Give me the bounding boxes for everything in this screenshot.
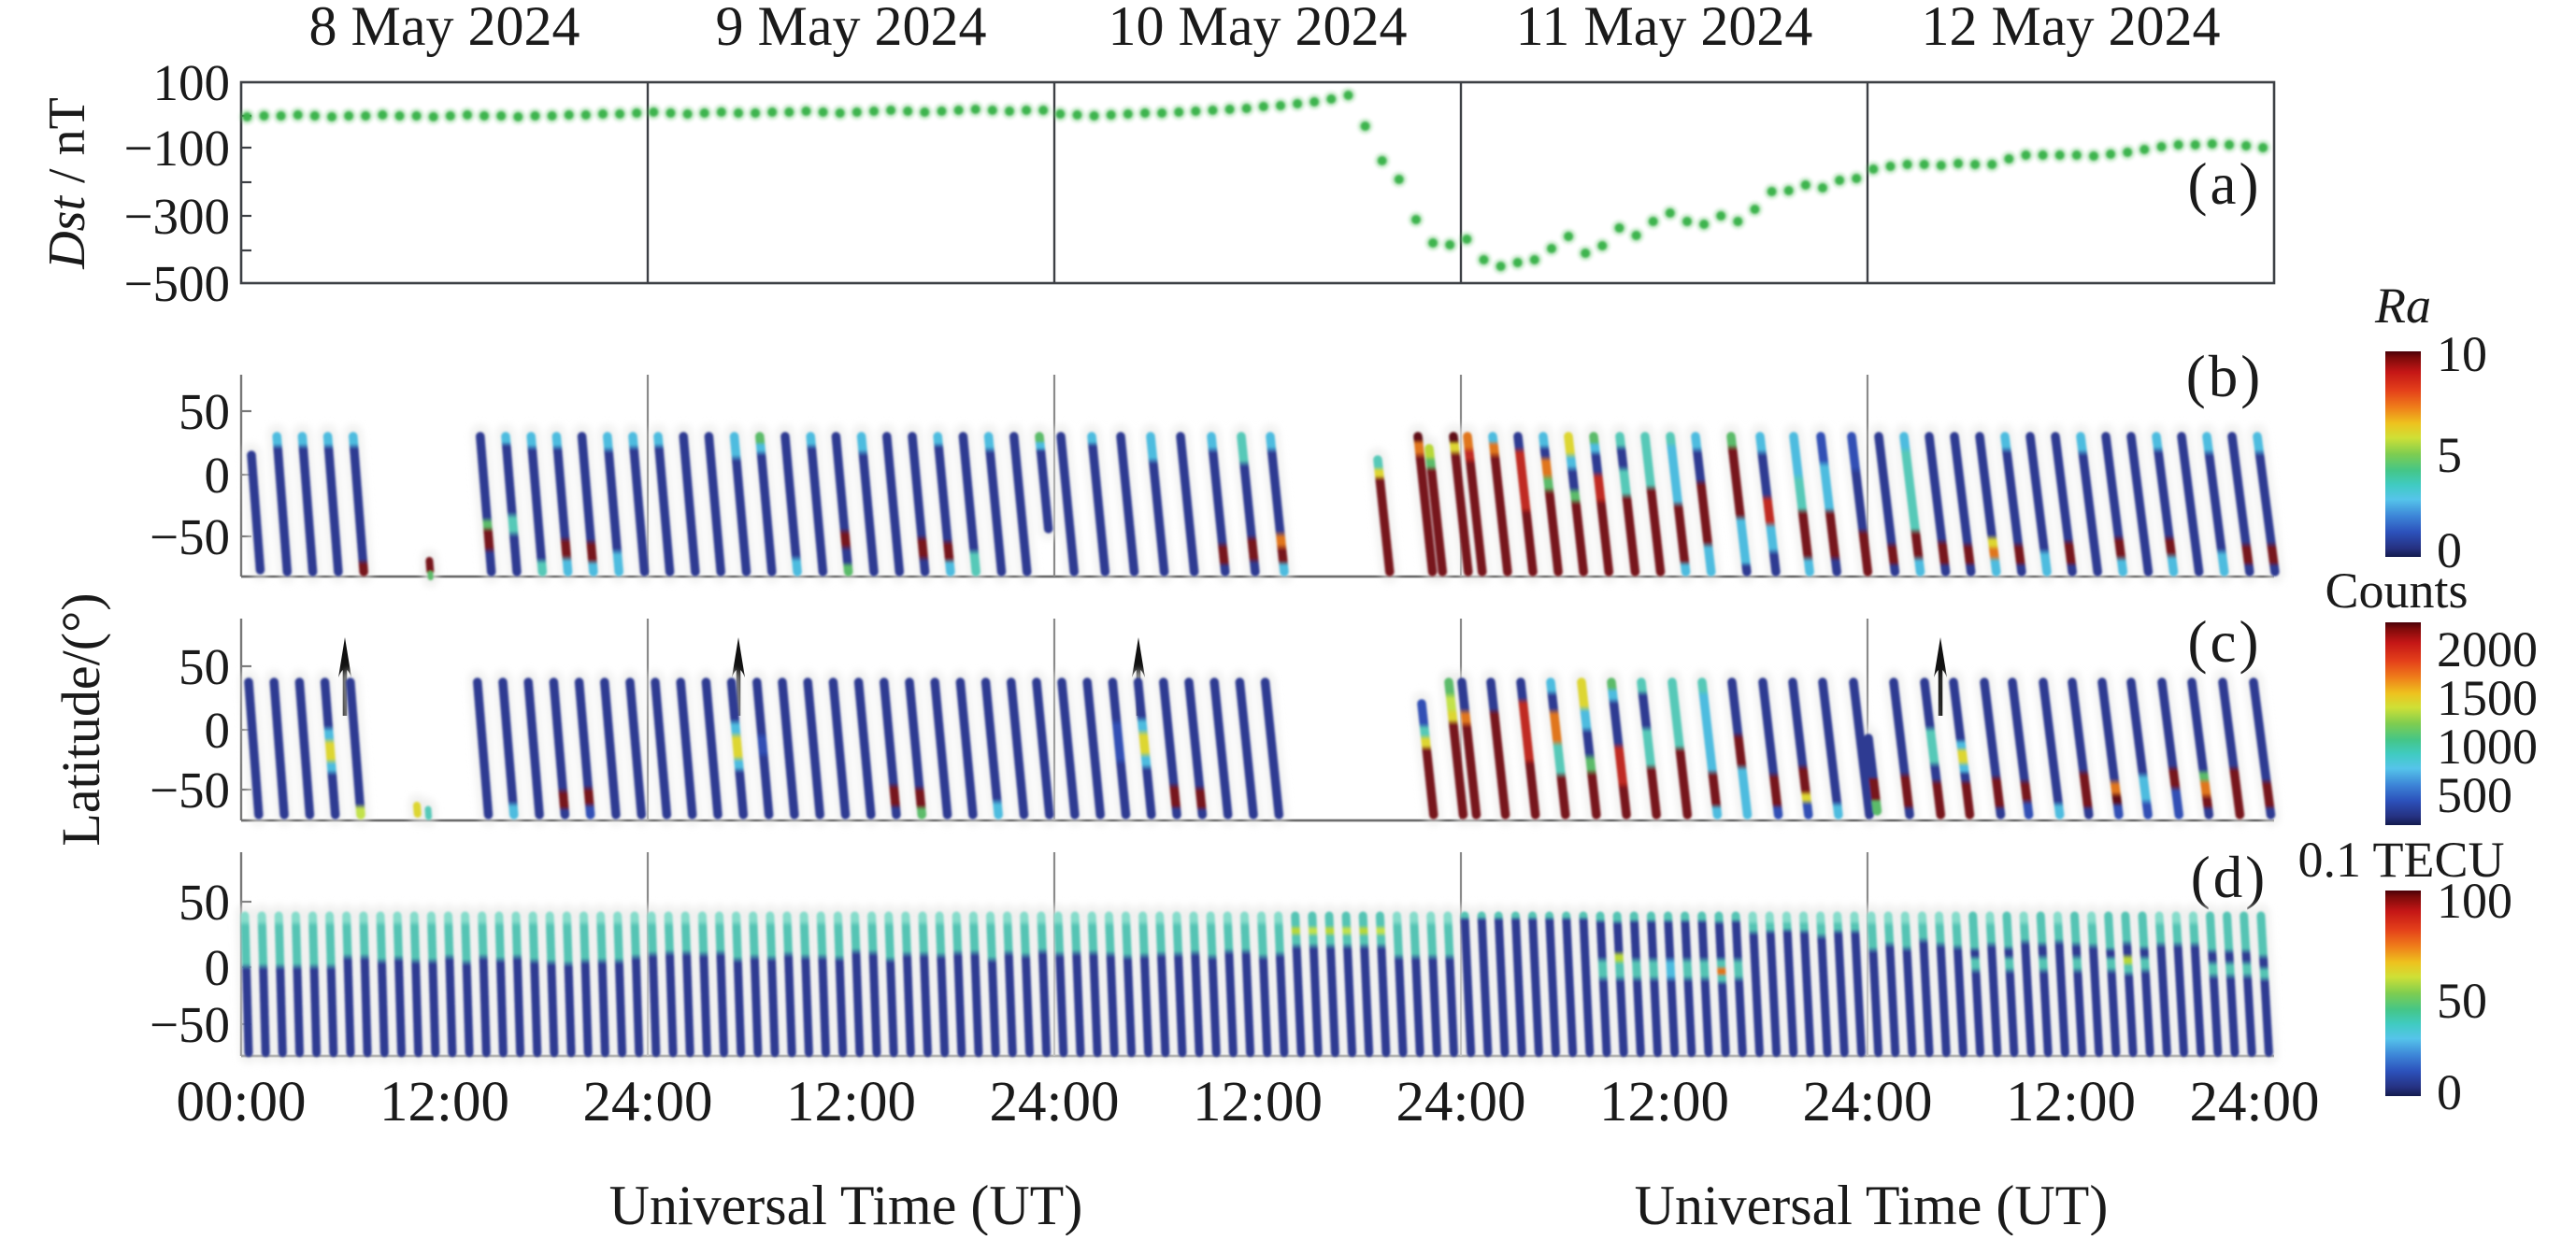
svg-text:−100: −100 bbox=[123, 120, 230, 177]
svg-text:1000: 1000 bbox=[2437, 719, 2538, 775]
svg-text:24:00: 24:00 bbox=[1396, 1071, 1526, 1133]
svg-text:50: 50 bbox=[2437, 973, 2487, 1029]
svg-text:−50: −50 bbox=[150, 508, 230, 565]
svg-text:(a): (a) bbox=[2188, 151, 2262, 217]
svg-text:24:00: 24:00 bbox=[2190, 1071, 2320, 1133]
svg-text:0: 0 bbox=[2437, 1064, 2462, 1120]
svg-text:0: 0 bbox=[205, 702, 231, 759]
svg-text:24:00: 24:00 bbox=[1803, 1071, 1933, 1133]
svg-text:Latitude/(°): Latitude/(°) bbox=[50, 592, 111, 846]
svg-text:500: 500 bbox=[2437, 767, 2512, 823]
svg-text:−50: −50 bbox=[150, 996, 230, 1053]
svg-text:0: 0 bbox=[205, 939, 231, 996]
svg-text:1500: 1500 bbox=[2437, 670, 2538, 726]
svg-text:Ra: Ra bbox=[2374, 278, 2431, 334]
svg-text:(d): (d) bbox=[2191, 845, 2268, 910]
svg-text:5: 5 bbox=[2437, 427, 2462, 483]
svg-text:Dst / nT: Dst / nT bbox=[38, 97, 96, 270]
svg-text:2000: 2000 bbox=[2437, 621, 2538, 677]
svg-text:12:00: 12:00 bbox=[1193, 1071, 1323, 1133]
svg-text:12 May 2024: 12 May 2024 bbox=[1922, 0, 2221, 57]
svg-text:8 May 2024: 8 May 2024 bbox=[309, 0, 580, 57]
svg-text:12:00: 12:00 bbox=[786, 1071, 916, 1133]
svg-text:0: 0 bbox=[205, 447, 231, 504]
svg-text:−50: −50 bbox=[150, 762, 230, 819]
svg-text:Universal Time (UT): Universal Time (UT) bbox=[609, 1175, 1083, 1235]
svg-text:00:00: 00:00 bbox=[177, 1071, 307, 1133]
svg-text:100: 100 bbox=[153, 54, 231, 111]
svg-text:100: 100 bbox=[2437, 873, 2512, 929]
svg-text:50: 50 bbox=[179, 638, 230, 695]
svg-text:10: 10 bbox=[2437, 326, 2487, 382]
svg-text:12:00: 12:00 bbox=[1599, 1071, 1729, 1133]
svg-text:12:00: 12:00 bbox=[379, 1071, 509, 1133]
svg-text:24:00: 24:00 bbox=[583, 1071, 713, 1133]
svg-text:Counts: Counts bbox=[2325, 563, 2468, 619]
svg-text:12:00: 12:00 bbox=[2006, 1071, 2136, 1133]
svg-text:24:00: 24:00 bbox=[990, 1071, 1120, 1133]
svg-text:10 May 2024: 10 May 2024 bbox=[1109, 0, 1408, 57]
svg-text:11 May 2024: 11 May 2024 bbox=[1516, 0, 1813, 57]
svg-text:Universal Time (UT): Universal Time (UT) bbox=[1635, 1175, 2109, 1235]
svg-text:50: 50 bbox=[179, 383, 230, 440]
svg-text:9 May 2024: 9 May 2024 bbox=[716, 0, 987, 57]
svg-text:−500: −500 bbox=[123, 255, 230, 312]
svg-text:(b): (b) bbox=[2186, 344, 2263, 409]
svg-text:(c): (c) bbox=[2188, 609, 2262, 675]
svg-text:50: 50 bbox=[179, 874, 230, 931]
svg-text:−300: −300 bbox=[123, 188, 230, 245]
